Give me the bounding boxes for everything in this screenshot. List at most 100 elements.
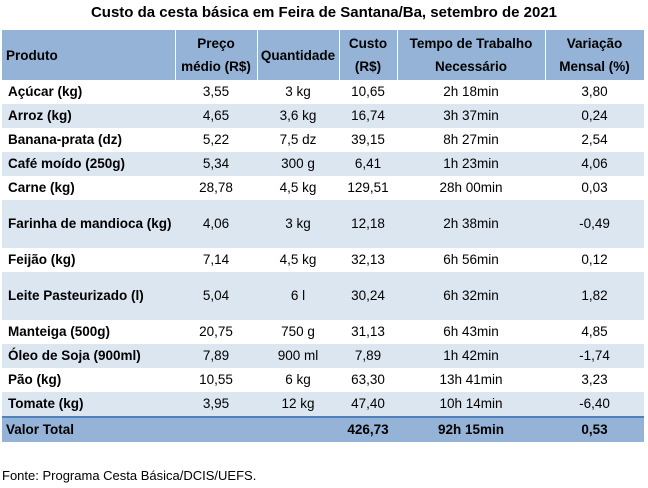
header-produto: Produto (2, 30, 176, 80)
cell-preco: 3,95 (175, 392, 257, 417)
source-note: Fonte: Programa Cesta Básica/DCIS/UEFS. (2, 468, 257, 483)
cell-custo: 12,18 (339, 200, 397, 248)
cell-preco: 5,34 (175, 152, 257, 176)
cell-variacao: 1,82 (545, 272, 644, 320)
cell-custo: 30,24 (339, 272, 397, 320)
table-row: Carne (kg) 28,78 4,5 kg 129,51 28h 00min 0,03 (2, 176, 644, 200)
cell-preco: 7,89 (175, 344, 257, 368)
cell-quantidade: 900 ml (257, 344, 339, 368)
cost-table: Produto Preço médio (R$) Quantidade Cust… (2, 30, 645, 442)
cell-quantidade: 3,6 kg (257, 104, 339, 128)
cell-quantidade: 3 kg (257, 80, 339, 104)
cell-quantidade: 12 kg (257, 392, 339, 417)
table-row: Café moído (250g) 5,34 300 g 6,41 1h 23min 4,… (2, 152, 644, 176)
cell-variacao: 3,23 (545, 368, 644, 392)
table-row: Açúcar (kg) 3,55 3 kg 10,65 2h 18min 3,80 (2, 80, 644, 104)
cell-produto: Arroz (kg) (2, 104, 175, 128)
total-variacao: 0,53 (545, 416, 644, 442)
cell-preco: 28,78 (175, 176, 257, 200)
cell-tempo: 10h 14min (397, 392, 545, 417)
cell-tempo: 6h 43min (397, 320, 545, 344)
cell-preco: 4,06 (175, 200, 257, 248)
total-label: Valor Total (2, 416, 175, 442)
table-row: Pão (kg) 10,55 6 kg 63,30 13h 41min 3,23 (2, 368, 644, 392)
cell-custo: 39,15 (339, 128, 397, 152)
cell-tempo: 1h 23min (397, 152, 545, 176)
cell-custo: 6,41 (339, 152, 397, 176)
cell-preco: 5,22 (175, 128, 257, 152)
cell-variacao: 4,85 (545, 320, 644, 344)
cell-tempo: 6h 56min (397, 248, 545, 272)
cell-produto: Farinha de mandioca (kg) (2, 200, 175, 248)
total-row: Valor Total 426,73 92h 15min 0,53 (2, 416, 644, 442)
cell-custo: 32,13 (339, 248, 397, 272)
cell-produto: Manteiga (500g) (2, 320, 175, 344)
cell-custo: 7,89 (339, 344, 397, 368)
cell-quantidade: 750 g (257, 320, 339, 344)
cell-quantidade: 4,5 kg (257, 248, 339, 272)
table-row: Feijão (kg) 7,14 4,5 kg 32,13 6h 56min 0,12 (2, 248, 644, 272)
cell-quantidade: 300 g (257, 152, 339, 176)
total-quantidade (257, 416, 339, 442)
cell-tempo: 6h 32min (397, 272, 545, 320)
table-row: Leite Pasteurizado (l) 5,04 6 l 30,24 6h 32m… (2, 272, 644, 320)
cell-produto: Pão (kg) (2, 368, 175, 392)
table-row: Banana-prata (dz) 5,22 7,5 dz 39,15 8h 27min… (2, 128, 644, 152)
cell-preco: 20,75 (175, 320, 257, 344)
cell-quantidade: 6 l (257, 272, 339, 320)
header-tempo: Tempo de Trabalho Necessário (397, 30, 546, 80)
cell-variacao: 0,12 (545, 248, 644, 272)
cell-tempo: 1h 42min (397, 344, 545, 368)
cell-produto: Óleo de Soja (900ml) (2, 344, 175, 368)
cell-preco: 4,65 (175, 104, 257, 128)
table-row: Farinha de mandioca (kg) 4,06 3 kg 12,18 2h … (2, 200, 644, 248)
cell-preco: 10,55 (175, 368, 257, 392)
cell-preco: 7,14 (175, 248, 257, 272)
header-preco: Preço médio (R$) (175, 30, 258, 80)
cell-variacao: 3,80 (545, 80, 644, 104)
table-body: Açúcar (kg) 3,55 3 kg 10,65 2h 18min 3,80 Arro… (2, 80, 644, 417)
header-custo: Custo (R$) (339, 30, 398, 80)
cell-produto: Feijão (kg) (2, 248, 175, 272)
cell-variacao: 4,06 (545, 152, 644, 176)
cell-produto: Açúcar (kg) (2, 80, 175, 104)
table-row: Manteiga (500g) 20,75 750 g 31,13 6h 43min 4,… (2, 320, 644, 344)
cell-quantidade: 4,5 kg (257, 176, 339, 200)
cell-variacao: 2,54 (545, 128, 644, 152)
cell-tempo: 2h 18min (397, 80, 545, 104)
cell-custo: 10,65 (339, 80, 397, 104)
total-tempo: 92h 15min (397, 416, 545, 442)
cell-custo: 16,74 (339, 104, 397, 128)
header-row: Produto Preço médio (R$) Quantidade Cust… (2, 30, 645, 80)
cell-produto: Leite Pasteurizado (l) (2, 272, 175, 320)
cell-produto: Café moído (250g) (2, 152, 175, 176)
cell-tempo: 2h 38min (397, 200, 545, 248)
cell-variacao: 0,24 (545, 104, 644, 128)
table-row: Óleo de Soja (900ml) 7,89 900 ml 7,89 1h 42m… (2, 344, 644, 368)
cell-custo: 47,40 (339, 392, 397, 417)
cell-variacao: -1,74 (545, 344, 644, 368)
cell-tempo: 13h 41min (397, 368, 545, 392)
cell-preco: 5,04 (175, 272, 257, 320)
header-variacao: Variação Mensal (%) (545, 30, 645, 80)
cell-quantidade: 3 kg (257, 200, 339, 248)
cell-variacao: -6,40 (545, 392, 644, 417)
cell-produto: Carne (kg) (2, 176, 175, 200)
cell-variacao: 0,03 (545, 176, 644, 200)
cell-tempo: 28h 00min (397, 176, 545, 200)
cell-produto: Banana-prata (dz) (2, 128, 175, 152)
cell-quantidade: 7,5 dz (257, 128, 339, 152)
cell-quantidade: 6 kg (257, 368, 339, 392)
cell-custo: 31,13 (339, 320, 397, 344)
cell-custo: 63,30 (339, 368, 397, 392)
cell-preco: 3,55 (175, 80, 257, 104)
total-preco (175, 416, 257, 442)
cell-produto: Tomate (kg) (2, 392, 175, 417)
table-row: Tomate (kg) 3,95 12 kg 47,40 10h 14min -6,40 (2, 392, 644, 417)
total-custo: 426,73 (339, 416, 397, 442)
table-title: Custo da cesta básica em Feira de Santan… (90, 4, 558, 21)
cell-variacao: -0,49 (545, 200, 644, 248)
header-quantidade: Quantidade (257, 30, 340, 80)
cell-tempo: 8h 27min (397, 128, 545, 152)
